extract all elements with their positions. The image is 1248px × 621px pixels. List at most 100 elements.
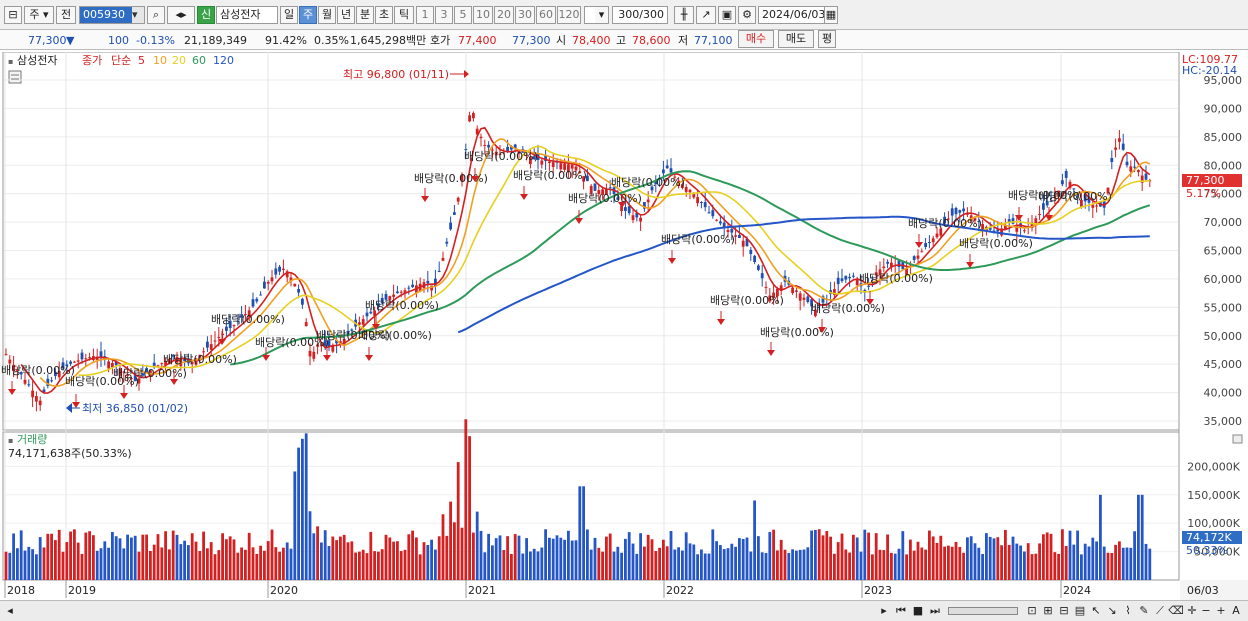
zoom-slider[interactable]: [948, 607, 1018, 615]
pen-icon[interactable]: ✎: [1139, 604, 1149, 617]
timeframe-month[interactable]: 월: [318, 6, 336, 24]
date-field[interactable]: 2024/06/03: [758, 6, 826, 24]
stock-chart[interactable]: ▪ 삼성전자 종가 단순 5 10 20 60 120 LC:109.77 HC…: [0, 51, 1248, 600]
volume-bar: [335, 540, 338, 580]
sell-button[interactable]: 매도: [778, 30, 814, 48]
dividend-label: 배당락(0.00%): [1038, 190, 1112, 203]
volume-bar: [563, 539, 566, 580]
current-price-tag-text: 77,300: [1186, 174, 1225, 187]
zoom-out-icon[interactable]: −: [1201, 604, 1211, 617]
volume-bar: [1053, 552, 1057, 580]
candle-body: [407, 287, 411, 289]
dividend-arrow-head: [471, 176, 479, 182]
candle-body: [183, 357, 186, 362]
volume-bar: [19, 530, 23, 580]
candle-type-icon[interactable]: ╫: [674, 6, 694, 24]
candle-body: [384, 294, 388, 300]
scroll-bar[interactable]: ◂ ▸ ⏮ ■ ⏭ ⊡ ⊞ ⊟ ▤ ↖ ↘ ⌇ ✎ ⟋ ⌫ ✛ − + A: [0, 600, 1248, 621]
draw-tool-icon[interactable]: ↗: [696, 6, 716, 24]
layout-icon[interactable]: ⊟: [1059, 604, 1069, 617]
timeframe-day[interactable]: 일: [280, 6, 298, 24]
timeframe-week[interactable]: 주: [299, 6, 317, 24]
sound-icon[interactable]: ◂▸: [167, 6, 195, 24]
moving-averages: [20, 126, 1151, 394]
timeframe-second[interactable]: 초: [375, 6, 393, 24]
stop-icon[interactable]: ■: [912, 604, 924, 617]
search-icon[interactable]: ⌕: [147, 6, 165, 24]
bid-price: 77,300: [512, 34, 551, 47]
volume-bar: [916, 541, 920, 580]
volume-bar: [593, 537, 597, 580]
window-menu-icon[interactable]: ⊟: [4, 6, 22, 24]
data-count-field[interactable]: 300/300: [612, 6, 668, 24]
volume-bar: [46, 533, 50, 580]
fast-forward-icon[interactable]: ⏭: [930, 604, 940, 617]
eraser-icon[interactable]: ⌫: [1168, 604, 1184, 617]
volume-bar: [225, 539, 228, 580]
volume-bar: [80, 553, 84, 580]
interval-60[interactable]: 60: [536, 6, 556, 24]
interval-20[interactable]: 20: [494, 6, 514, 24]
trendline-icon[interactable]: ↖: [1091, 604, 1101, 617]
volume-bar: [266, 541, 270, 580]
period-type-select[interactable]: 주 ▾: [24, 6, 54, 24]
price-tick-label: 40,000: [1204, 387, 1243, 400]
zoom-icon[interactable]: ⊡: [1027, 604, 1037, 617]
save-icon[interactable]: ▣: [718, 6, 736, 24]
interval-3[interactable]: 3: [435, 6, 453, 24]
volume-pane-close-icon[interactable]: [1232, 434, 1243, 444]
volume-bar: [1011, 536, 1015, 580]
interval-5[interactable]: 5: [454, 6, 472, 24]
evaluation-button[interactable]: 평: [818, 30, 836, 48]
chart-type-icon[interactable]: ▤: [1074, 604, 1086, 617]
crosshair-icon[interactable]: ✛: [1187, 604, 1197, 617]
scroll-right-icon[interactable]: ▸: [881, 604, 887, 617]
font-size-icon[interactable]: A: [1232, 604, 1240, 617]
candle-body: [16, 369, 19, 371]
interval-120[interactable]: 120: [557, 6, 581, 24]
volume-tick-label: 50,000K: [1194, 546, 1240, 559]
buy-button[interactable]: 매수: [738, 30, 774, 48]
candle-body: [947, 218, 950, 220]
calendar-icon[interactable]: ▦: [824, 6, 838, 24]
volume-bar: [118, 538, 122, 580]
wave-icon[interactable]: ⌇: [1125, 604, 1131, 617]
candle-body: [69, 361, 72, 364]
zoom-in-icon[interactable]: +: [1216, 604, 1226, 617]
chart-area[interactable]: ▪ 삼성전자 종가 단순 5 10 20 60 120 LC:109.77 HC…: [0, 51, 1248, 600]
scroll-left-icon[interactable]: ◂: [7, 604, 13, 617]
timeframe-tick[interactable]: 틱: [394, 6, 414, 24]
interval-30[interactable]: 30: [515, 6, 535, 24]
volume-bar: [388, 537, 392, 580]
candle-body: [247, 310, 251, 317]
volume-bar: [677, 547, 680, 580]
volume-bar: [882, 550, 886, 580]
custom-interval-dropdown-icon[interactable]: ▾: [595, 6, 609, 24]
split-view-icon[interactable]: ⊞: [1043, 604, 1053, 617]
candle-body: [502, 152, 506, 154]
volume-bar: [308, 511, 312, 580]
volume-tick-label: 100,000K: [1187, 517, 1240, 530]
prev-button[interactable]: 전: [56, 6, 76, 24]
volume-bar: [844, 549, 848, 580]
ruler-icon[interactable]: ⟋: [1156, 604, 1164, 617]
volume-bar: [665, 546, 669, 580]
volume-bar: [27, 546, 31, 580]
candle-body: [608, 187, 612, 189]
gear-icon[interactable]: ⚙: [738, 6, 756, 24]
stock-code-input[interactable]: 005930 ▾: [79, 6, 145, 24]
volume-bar: [730, 543, 734, 580]
rewind-icon[interactable]: ⏮: [896, 604, 906, 617]
timeframe-year[interactable]: 년: [337, 6, 355, 24]
candle-body: [931, 238, 935, 243]
arrow-icon[interactable]: ↘: [1107, 604, 1117, 617]
interval-1[interactable]: 1: [416, 6, 434, 24]
interval-10[interactable]: 10: [473, 6, 493, 24]
candle-body: [54, 371, 57, 376]
candle-body: [225, 326, 228, 331]
timeframe-minute[interactable]: 분: [356, 6, 374, 24]
calculator-icon[interactable]: [8, 70, 22, 84]
dividend-label: 배당락(0.00%): [661, 233, 735, 246]
candle-body: [1106, 187, 1110, 194]
volume-bar: [681, 550, 684, 580]
